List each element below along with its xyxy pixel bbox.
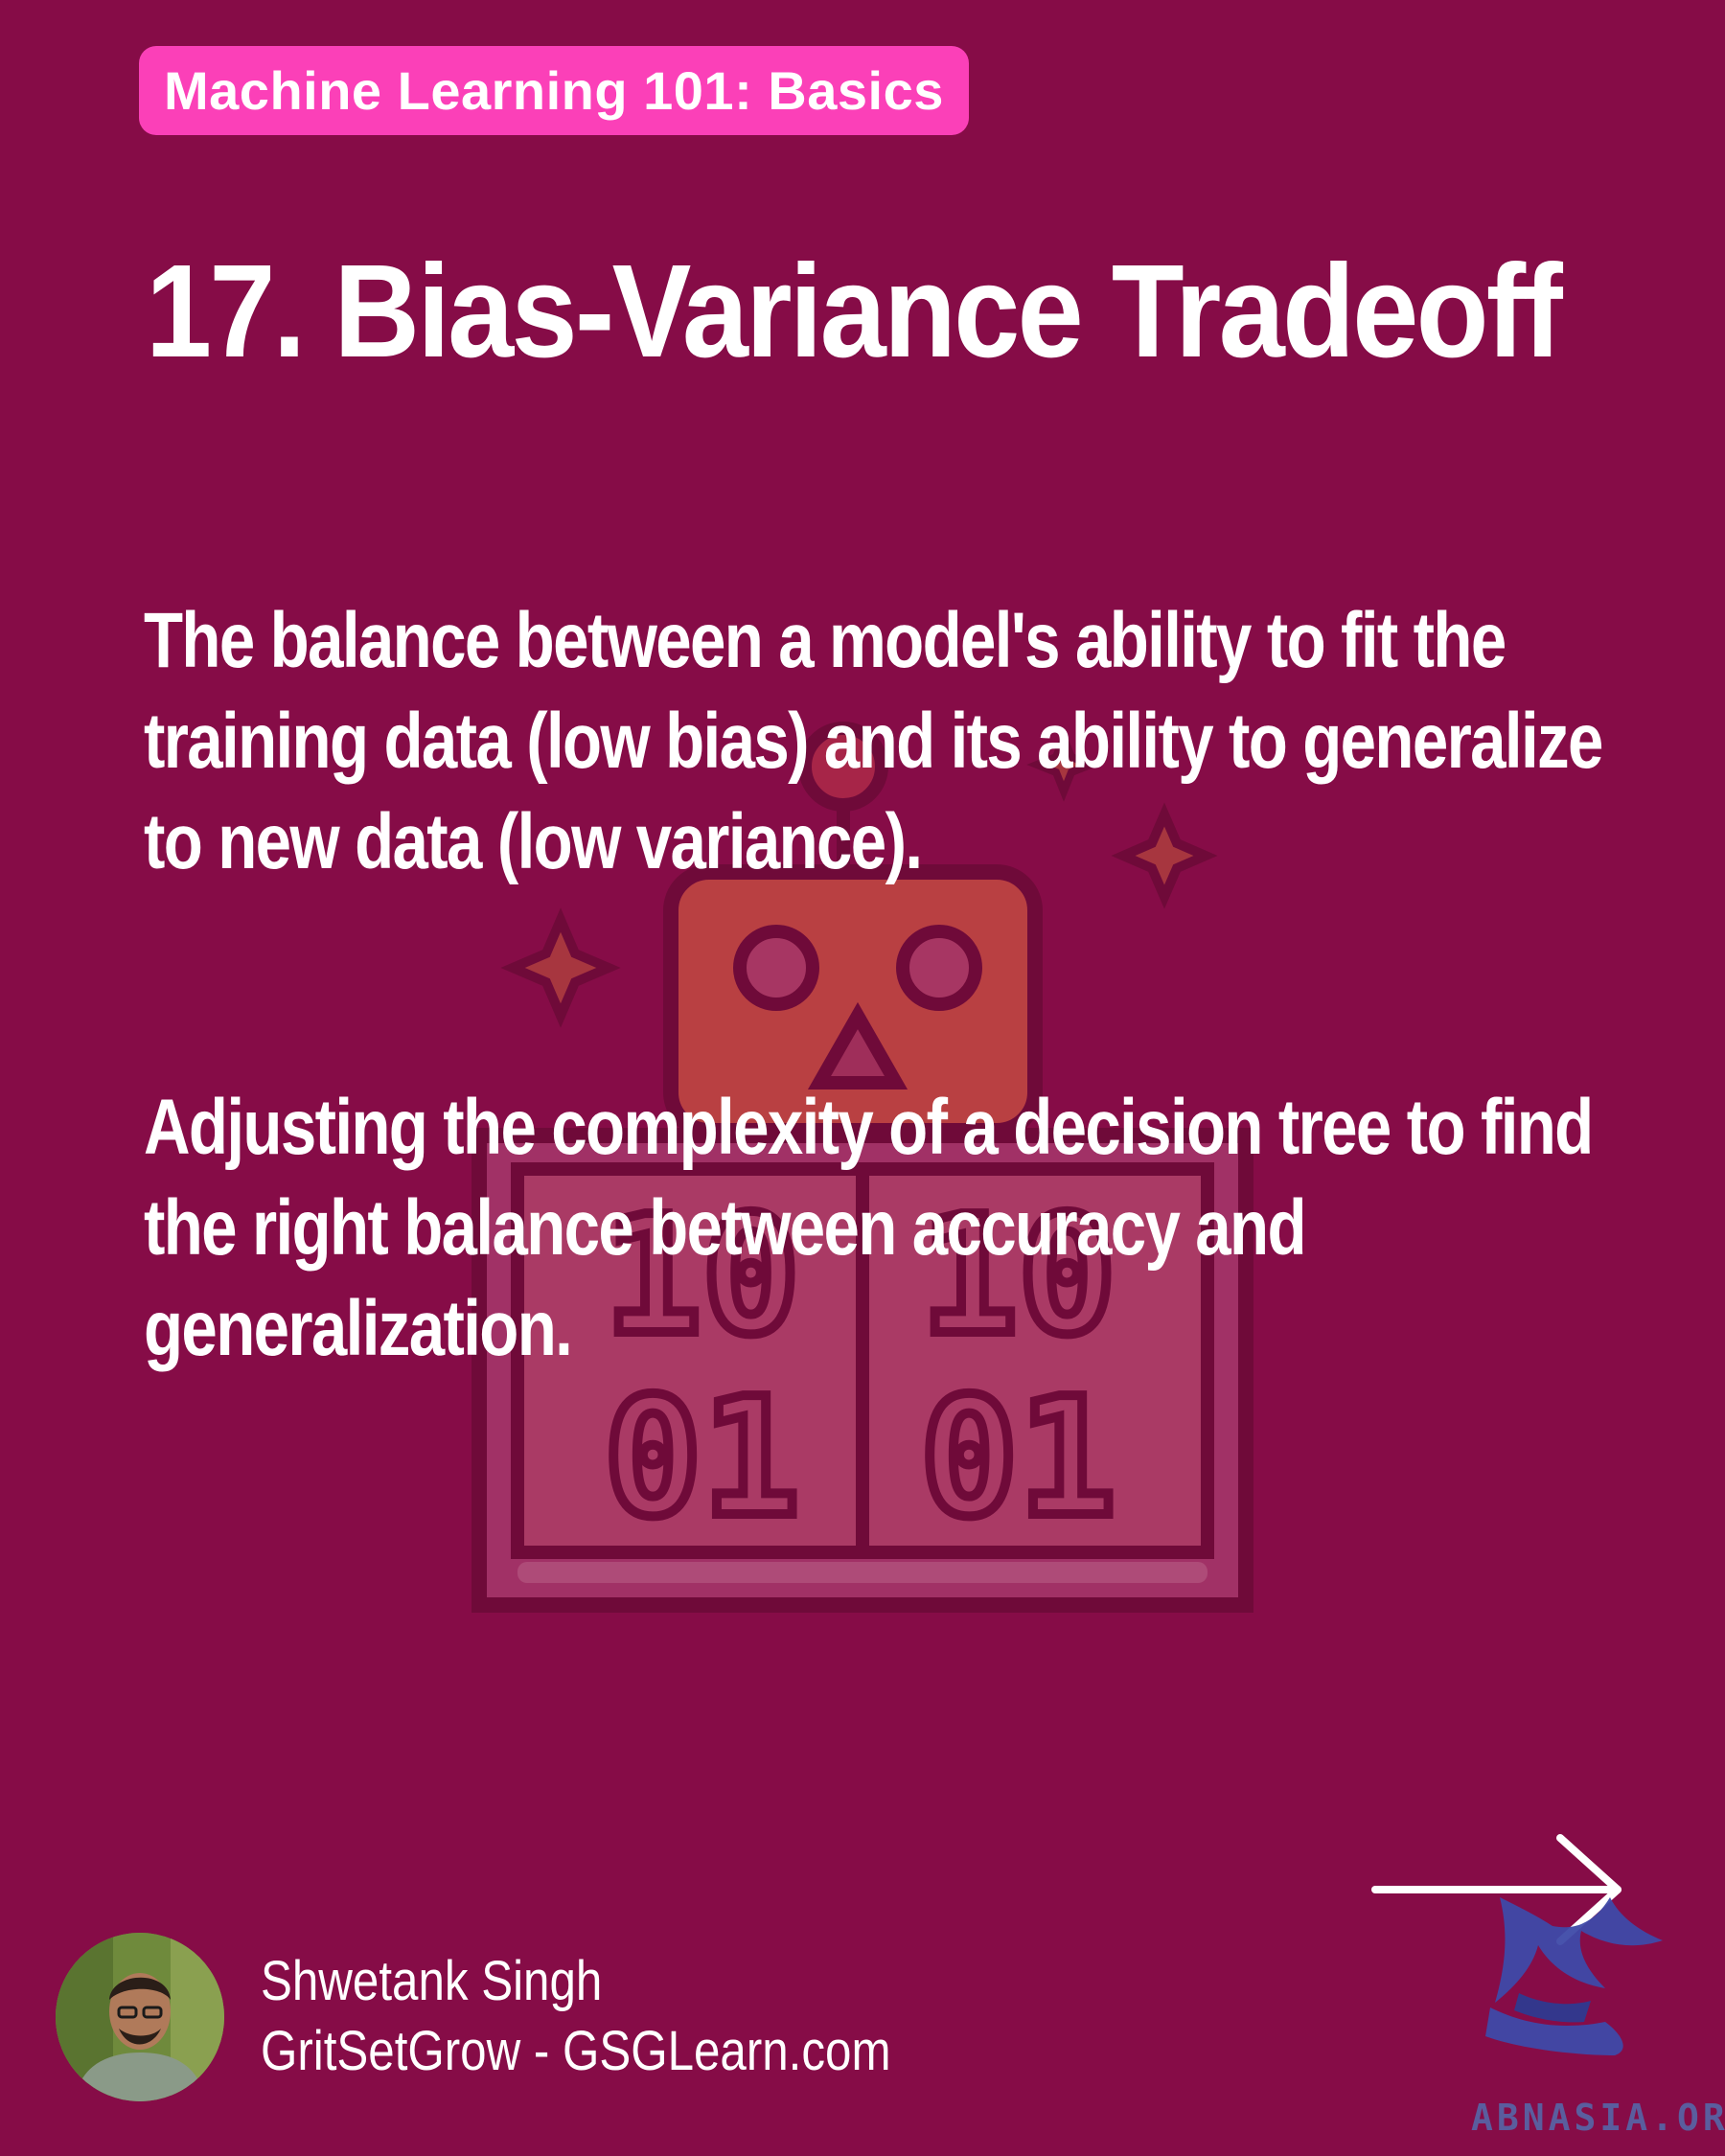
avatar (56, 1933, 224, 2101)
watermark-text: ABNASIA.ORG (1471, 2097, 1725, 2139)
binary-bottom-right: 01 (920, 1364, 1116, 1553)
arrow-right-icon[interactable] (1370, 1832, 1629, 1947)
binary-top-right: 10 (920, 1181, 1116, 1371)
griffin-logo-icon (1485, 1897, 1663, 2055)
definition-text: The balance between a model's ability to… (144, 597, 1603, 885)
author-name: Shwetank Singh (261, 1950, 603, 2012)
series-tag: Machine Learning 101: Basics (139, 46, 969, 135)
page-title: 17. Bias-Variance Tradeoff (146, 238, 1563, 385)
robot-binary-screen-icon: 10 10 01 01 (472, 722, 1254, 1613)
binary-bottom-left: 01 (604, 1364, 800, 1553)
series-tag-label: Machine Learning 101: Basics (164, 60, 944, 121)
example-text: Adjusting the complexity of a decision t… (144, 1084, 1594, 1372)
binary-top-left: 10 (604, 1181, 800, 1371)
author-site[interactable]: GritSetGrow - GSGLearn.com (261, 2020, 891, 2082)
